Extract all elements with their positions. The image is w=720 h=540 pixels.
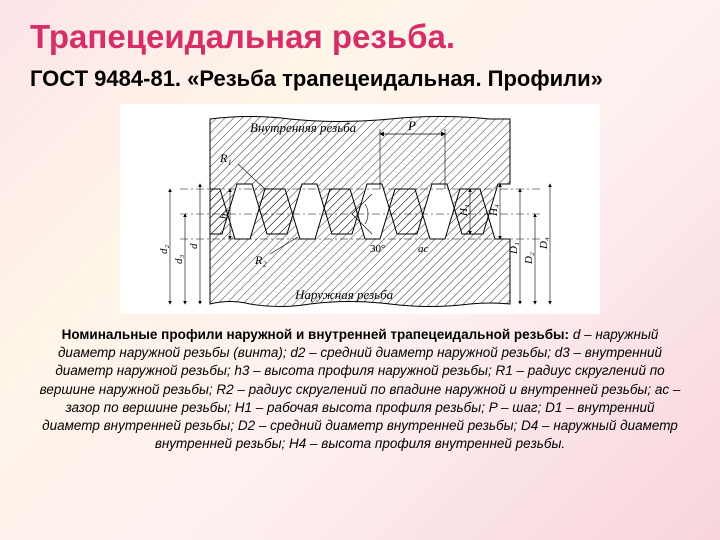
dim-d2: d₂ (158, 245, 170, 255)
label-ac: ac (418, 243, 429, 255)
dim-h4: H₄ (488, 204, 500, 217)
caption-body: d – наружный диаметр наружной резьбы (ви… (40, 327, 681, 451)
dim-d1cap: D₁ (508, 242, 520, 255)
page-title: Трапецеидальная резьба. (30, 18, 690, 56)
label-p: P (407, 118, 416, 133)
dim-d3: d₃ (173, 255, 185, 265)
label-r2: R₂ (254, 253, 267, 267)
dim-d: d (188, 243, 200, 249)
thread-profile-diagram: P Внутренняя резьба Наружная резьба 30° … (120, 104, 600, 314)
caption: Номинальные профили наружной и внутренне… (30, 326, 690, 454)
caption-lead: Номинальные профили наружной и внутренне… (62, 327, 569, 342)
dim-h1: H₁ (458, 204, 470, 217)
label-internal: Внутренняя резьба (250, 120, 357, 135)
label-r1: R₁ (219, 151, 232, 165)
dim-h3: h₃ (218, 210, 230, 220)
dim-d2cap: D₂ (523, 252, 535, 265)
label-external: Наружная резьба (294, 287, 394, 302)
subtitle: ГОСТ 9484-81. «Резьба трапецеидальная. П… (30, 66, 690, 92)
dim-d4cap: D₄ (538, 237, 550, 250)
label-angle: 30° (370, 243, 385, 255)
